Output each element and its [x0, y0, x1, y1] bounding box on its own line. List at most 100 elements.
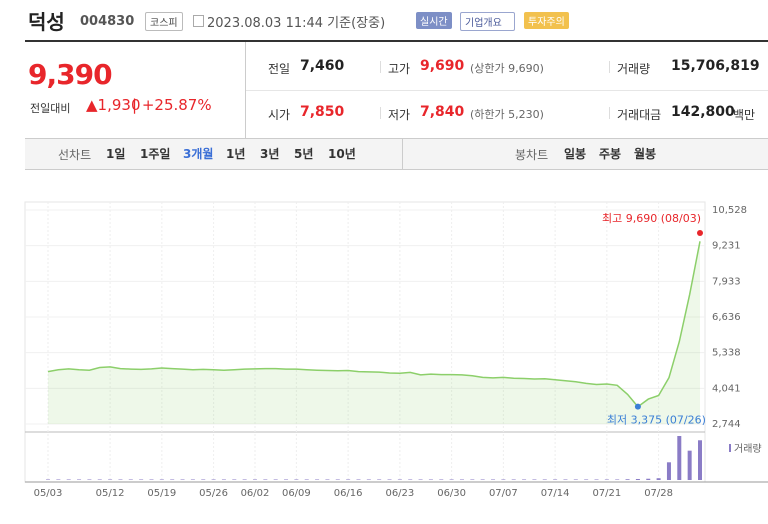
- stat-label: 저가: [388, 108, 411, 122]
- stat-value: 9,690: [420, 58, 465, 74]
- change-value: 1,930: [97, 96, 141, 114]
- stat-label: 거래대금: [617, 108, 662, 122]
- change: ▲1,930: [86, 96, 141, 114]
- volume-bar: [128, 479, 133, 480]
- range-tab[interactable]: 10년: [328, 147, 356, 161]
- volume-bar: [449, 479, 454, 480]
- price-area: [48, 241, 700, 424]
- volume-bar: [66, 479, 71, 480]
- y-tick-label: 6,636: [712, 312, 741, 323]
- stat-label: 거래량: [617, 62, 651, 76]
- change-label: 전일대비: [30, 102, 71, 115]
- volume-bar: [698, 440, 702, 480]
- company-button[interactable]: 기업개요: [460, 12, 515, 31]
- change-rate-value: +25.87%: [141, 96, 212, 114]
- volume-bar: [273, 479, 278, 480]
- x-tick-label: 07/14: [541, 488, 570, 499]
- volume-bar: [315, 479, 320, 480]
- current-price-value: 9,390: [28, 58, 113, 91]
- volume-bar: [366, 479, 371, 480]
- volume-bar: [635, 478, 640, 480]
- tab-group-label: 봉차트: [515, 148, 549, 162]
- volume-bar: [294, 479, 299, 480]
- volume-bar: [170, 479, 175, 480]
- volume-bar: [46, 479, 50, 480]
- x-tick-label: 07/07: [489, 488, 518, 499]
- separator: [246, 90, 768, 91]
- candle-tab[interactable]: 주봉: [599, 147, 622, 161]
- annotation-dot: [697, 230, 703, 237]
- current-price: 9,390: [28, 58, 113, 91]
- warning-badge: 투자주의: [524, 12, 569, 29]
- range-tab[interactable]: 1년: [226, 147, 246, 161]
- x-tick-label: 05/19: [147, 488, 176, 499]
- stat-value: 142,800: [671, 104, 735, 120]
- volume-bar: [377, 479, 382, 480]
- plot-frame: [24, 201, 706, 483]
- volume-bar: [408, 479, 413, 480]
- divider: [25, 40, 768, 42]
- volume-bar: [553, 479, 558, 480]
- tab-bar: [25, 138, 768, 170]
- volume-bar: [532, 479, 537, 480]
- y-tick-label: 4,041: [712, 383, 741, 394]
- volume-bar: [625, 479, 630, 480]
- volume-bar: [356, 479, 361, 480]
- timestamp: 2023.08.03 11:44 기준(장중): [207, 16, 386, 31]
- stat-note: (하한가 5,230): [470, 108, 544, 121]
- volume-bar: [232, 479, 237, 480]
- x-tick-label: 05/26: [199, 488, 228, 499]
- separator: [609, 107, 610, 119]
- x-tick-label: 05/12: [96, 488, 125, 499]
- volume-bar: [108, 479, 113, 480]
- volume-bar: [511, 479, 516, 480]
- annotation-dot: [634, 403, 641, 410]
- x-tick-label: 06/09: [282, 488, 311, 499]
- tab-group-label: 선차트: [58, 148, 92, 162]
- stat-value: 7,460: [300, 58, 345, 74]
- volume-bar: [480, 479, 485, 480]
- volume-bar: [221, 479, 226, 480]
- candle-tab[interactable]: 월봉: [634, 147, 657, 161]
- x-tick-label: 07/21: [592, 488, 621, 499]
- volume-bar: [211, 479, 216, 480]
- range-tab[interactable]: 3년: [260, 147, 280, 161]
- volume-bar: [159, 479, 164, 480]
- stat-note: (상한가 9,690): [470, 62, 544, 75]
- x-tick-label: 06/30: [437, 488, 466, 499]
- stat-unit: 백만: [733, 108, 756, 122]
- range-tab[interactable]: 1주일: [140, 147, 171, 161]
- stat-label: 고가: [388, 62, 411, 76]
- volume-bar: [139, 479, 144, 480]
- volume-bar: [563, 479, 568, 480]
- candle-tab[interactable]: 일봉: [564, 147, 587, 161]
- range-tab[interactable]: 1일: [106, 147, 126, 161]
- market-badge: 코스피: [145, 12, 183, 31]
- x-tick-label: 06/23: [385, 488, 414, 499]
- range-tab[interactable]: 3개월: [183, 147, 214, 161]
- volume-bar: [428, 479, 433, 480]
- stat-value: 15,706,819: [671, 58, 760, 74]
- volume-bar: [604, 479, 609, 480]
- separator: [609, 61, 610, 73]
- annotation-label: 최고 9,690 (08/03): [602, 212, 701, 225]
- x-tick-label: 05/03: [34, 488, 63, 499]
- separator: [380, 61, 381, 73]
- stat-label: 전일: [268, 62, 291, 76]
- separator: [380, 107, 381, 119]
- stat-value: 7,840: [420, 104, 465, 120]
- separator: [402, 139, 403, 169]
- volume-bar: [584, 479, 589, 480]
- range-tab[interactable]: 5년: [294, 147, 314, 161]
- volume-bar: [491, 479, 496, 480]
- stat-value: 7,850: [300, 104, 345, 120]
- volume-bar: [501, 479, 506, 480]
- y-tick-label: 5,338: [712, 348, 741, 359]
- volume-legend: 거래량: [734, 443, 762, 455]
- realtime-button[interactable]: 실시간: [416, 12, 452, 29]
- volume-bar: [387, 479, 392, 480]
- y-tick-label: 2,744: [712, 419, 741, 430]
- volume-bar: [418, 479, 423, 480]
- volume-bar: [677, 436, 682, 480]
- clock-icon: [193, 15, 204, 27]
